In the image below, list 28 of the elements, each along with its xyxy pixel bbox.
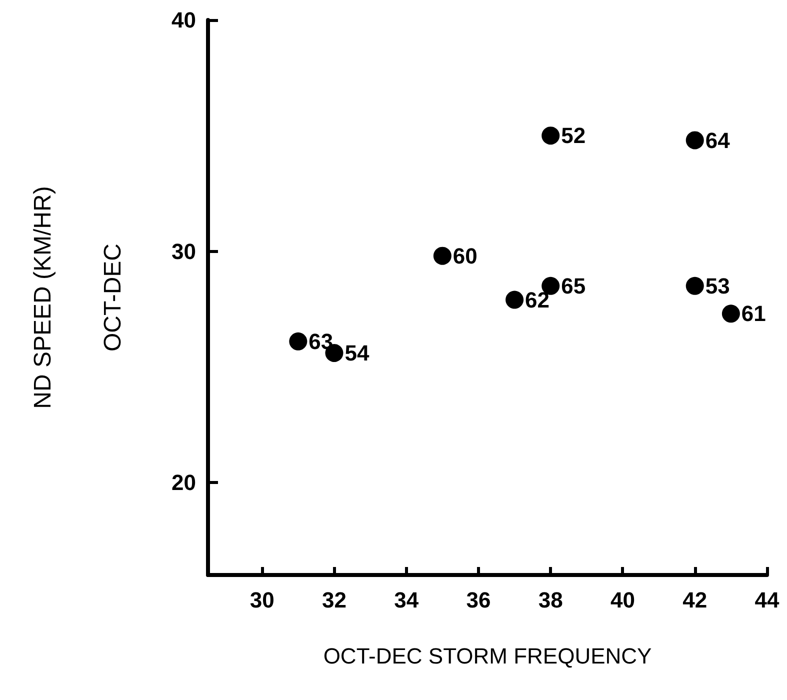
text: ND SPEED (KM/HR) OCT-DEC <box>30 186 126 409</box>
x-tick-label: 42 <box>682 588 708 612</box>
annotation: 54 <box>344 340 370 366</box>
point <box>289 332 308 350</box>
annotation: 60 <box>452 243 478 268</box>
annotation: 62 <box>525 287 550 312</box>
annotation: 64 <box>705 128 731 153</box>
annotation: 65 <box>561 273 586 298</box>
y-tick-label: 30 <box>172 238 196 264</box>
x-tick-label: 36 <box>466 588 491 612</box>
x-tick-label: 30 <box>250 588 274 612</box>
point <box>686 131 704 150</box>
annotation: 61 <box>741 301 766 326</box>
x-tick-label: 34 <box>394 588 420 612</box>
point <box>542 126 560 145</box>
y-tick-label: 20 <box>172 470 196 495</box>
point <box>506 290 524 309</box>
annotation: 53 <box>705 273 730 298</box>
x-tick-label: 32 <box>322 588 346 612</box>
x-axis-title: OCT-DEC STORM FREQUENCY <box>323 644 652 668</box>
annotation: 52 <box>561 123 586 148</box>
x-tick-label: 38 <box>538 588 563 612</box>
point <box>686 276 704 295</box>
point <box>722 304 740 323</box>
point <box>433 246 452 265</box>
x-tick-label: 44 <box>754 588 780 612</box>
x-tick-label: 40 <box>610 588 635 612</box>
y-tick-label: 40 <box>172 8 196 32</box>
